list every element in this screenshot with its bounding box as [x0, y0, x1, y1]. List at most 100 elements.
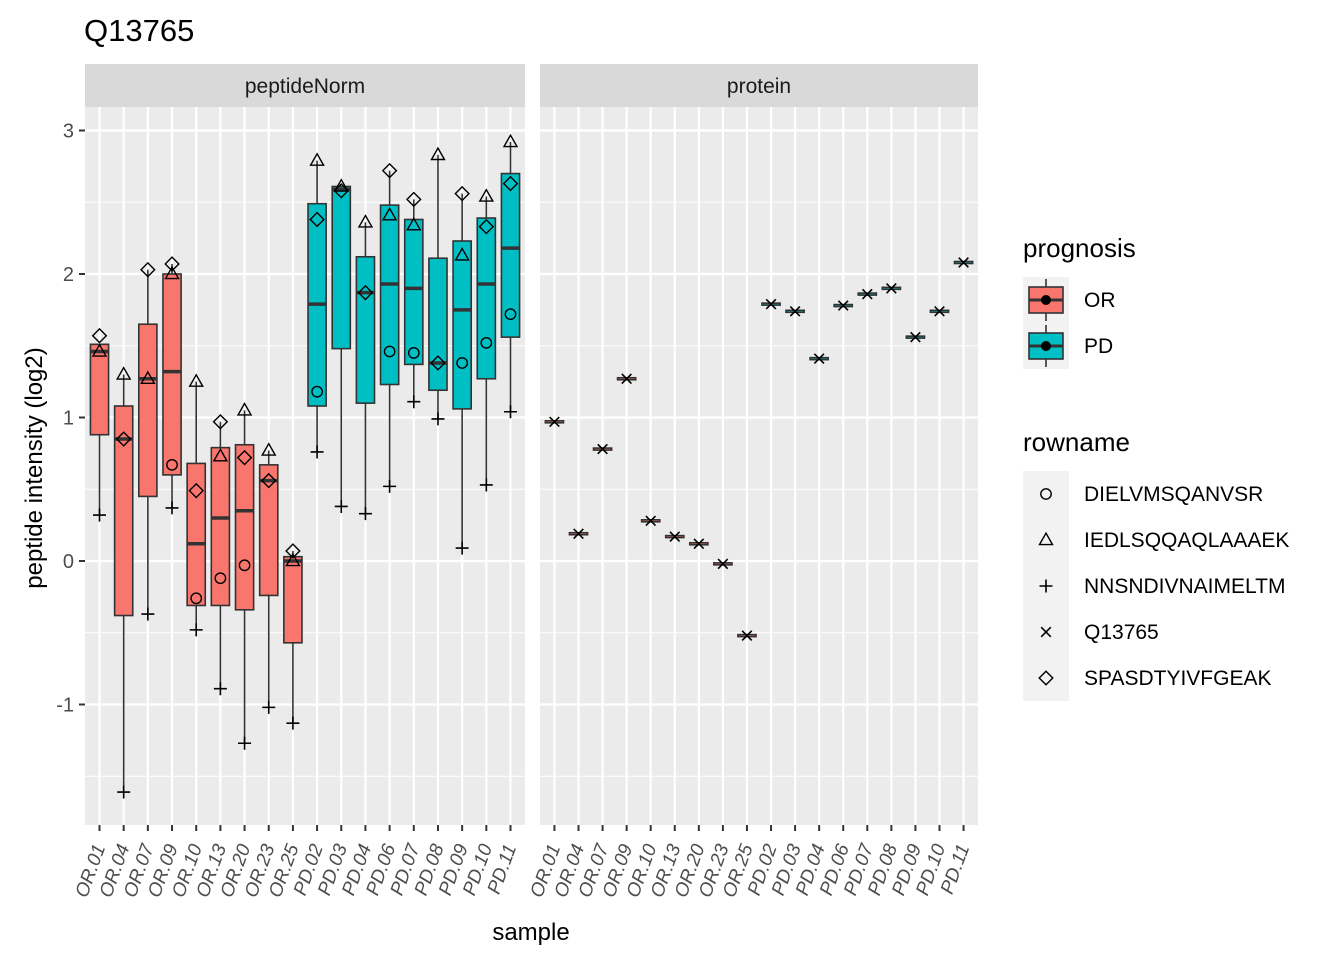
data-point-cross: [717, 558, 729, 570]
box-body: [234, 443, 255, 611]
legend-key-background: [1023, 655, 1069, 701]
data-point-cross: [597, 443, 608, 455]
data-point-plus: [141, 607, 155, 621]
legend-label: PD: [1084, 335, 1113, 358]
data-point-cross: [885, 282, 897, 294]
legend-label: IEDLSQQAQLAAAEK: [1084, 529, 1289, 552]
box-PD.02: [307, 160, 327, 452]
data-point-triangle: [188, 373, 204, 387]
data-point-diamond: [285, 543, 301, 559]
data-point-plus: [117, 785, 131, 799]
data-point-triangle: [115, 366, 132, 380]
data-point-diamond: [454, 185, 470, 202]
data-point-diamond: [478, 218, 495, 235]
legend-key-OR: OR: [1023, 277, 1116, 323]
box-body: [452, 240, 473, 410]
facet-panels: peptideNorm protein: [85, 64, 978, 825]
data-point-plus: [479, 478, 493, 492]
data-point-circle: [214, 572, 227, 585]
legend-label: NNSNDIVNAIMELTM: [1084, 575, 1285, 598]
data-point-cross: [621, 373, 633, 385]
data-point-triangle: [285, 552, 301, 567]
data-point-circle: [166, 458, 178, 471]
legend-key-background: [1023, 517, 1069, 563]
series-Q13765: [544, 257, 974, 641]
legend-key-dot: [1041, 341, 1051, 351]
data-point-plus: [407, 395, 421, 409]
x-axis: OR.01OR.04OR.07OR.09OR.10OR.13OR.20OR.23…: [72, 825, 974, 900]
box-body: [89, 343, 110, 436]
data-point-circle: [456, 357, 469, 369]
box-OR.09: [162, 263, 182, 508]
data-point-circle: [504, 308, 517, 321]
data-point-circle: [407, 347, 420, 359]
box-body: [476, 217, 497, 380]
box-PD.04: [355, 222, 376, 514]
data-point-plus: [383, 479, 397, 493]
data-point-plus: [334, 499, 348, 513]
box-body: [379, 204, 400, 386]
box-body: [210, 446, 231, 607]
facet-strip: [540, 64, 978, 107]
data-point-cross: [549, 416, 560, 428]
data-point-diamond: [502, 175, 519, 192]
legend-key-IEDLSQQAQLAAAEK: IEDLSQQAQLAAAEK: [1023, 517, 1289, 563]
data-point-cross: [669, 531, 681, 542]
legend-key-background: [1023, 471, 1069, 517]
data-point-diamond: [381, 162, 398, 179]
data-point-circle: [190, 592, 203, 605]
data-point-cross: [910, 331, 921, 343]
data-point-plus: [310, 445, 324, 459]
box-OR.25: [283, 550, 303, 724]
box-PD.11: [500, 141, 521, 412]
data-point-cross: [837, 300, 849, 311]
data-point-diamond: [357, 284, 374, 301]
data-point-triangle: [502, 133, 519, 148]
box-body: [186, 462, 207, 607]
data-point-diamond: [333, 182, 350, 199]
data-point-cross: [934, 305, 945, 317]
legend-key-SPASDTYIVFGEAK: SPASDTYIVFGEAK: [1023, 655, 1272, 701]
data-point-triangle: [478, 188, 495, 202]
legend-key-circle-icon: [1040, 488, 1052, 500]
y-tick-label: 3: [63, 121, 74, 143]
legends: prognosis OR PD rowname DIELVMSQANVSR IEDLSQQ…: [1023, 233, 1289, 701]
y-tick-label: -1: [56, 695, 74, 717]
legend-key-Q13765: Q13765: [1023, 609, 1159, 655]
data-point-cross: [741, 630, 753, 641]
legend-key-DIELVMSQANVSR: DIELVMSQANVSR: [1023, 471, 1263, 517]
data-point-triangle: [454, 247, 470, 261]
box-body: [428, 257, 448, 392]
facet-strip-label: protein: [727, 75, 791, 98]
legend-key-cross-icon: [1040, 626, 1052, 638]
facet-panel-peptideNorm: peptideNorm: [85, 64, 525, 825]
legend-rowname: rowname DIELVMSQANVSR IEDLSQQAQLAAAEK NNSND…: [1023, 427, 1289, 701]
data-point-plus: [286, 716, 300, 730]
box-OR.07: [137, 269, 158, 615]
y-tick-label: 2: [63, 264, 74, 286]
data-point-diamond: [430, 355, 446, 371]
data-point-triangle: [261, 442, 277, 456]
legend-title: prognosis: [1023, 233, 1136, 263]
data-point-triangle: [212, 448, 229, 462]
data-point-plus: [358, 507, 372, 521]
box-PD.10: [476, 196, 497, 485]
data-point-plus: [455, 541, 469, 555]
data-point-plus: [213, 682, 227, 696]
legend-title: rowname: [1023, 427, 1130, 457]
data-point-circle: [311, 385, 323, 398]
data-point-triangle: [333, 178, 349, 192]
data-point-cross: [958, 257, 969, 268]
box-PD.09: [452, 193, 473, 549]
series-DIELVMSQANVSR: [166, 308, 517, 605]
data-point-diamond: [212, 414, 229, 430]
data-point-diamond: [140, 261, 156, 278]
data-point-plus: [262, 700, 276, 714]
data-point-circle: [383, 345, 396, 358]
data-point-plus: [165, 501, 179, 515]
box-body: [258, 464, 279, 597]
box-body: [331, 185, 352, 350]
data-point-diamond: [91, 327, 108, 344]
series-IEDLSQQAQLAAAEK: [91, 133, 519, 567]
data-point-cross: [693, 538, 705, 550]
